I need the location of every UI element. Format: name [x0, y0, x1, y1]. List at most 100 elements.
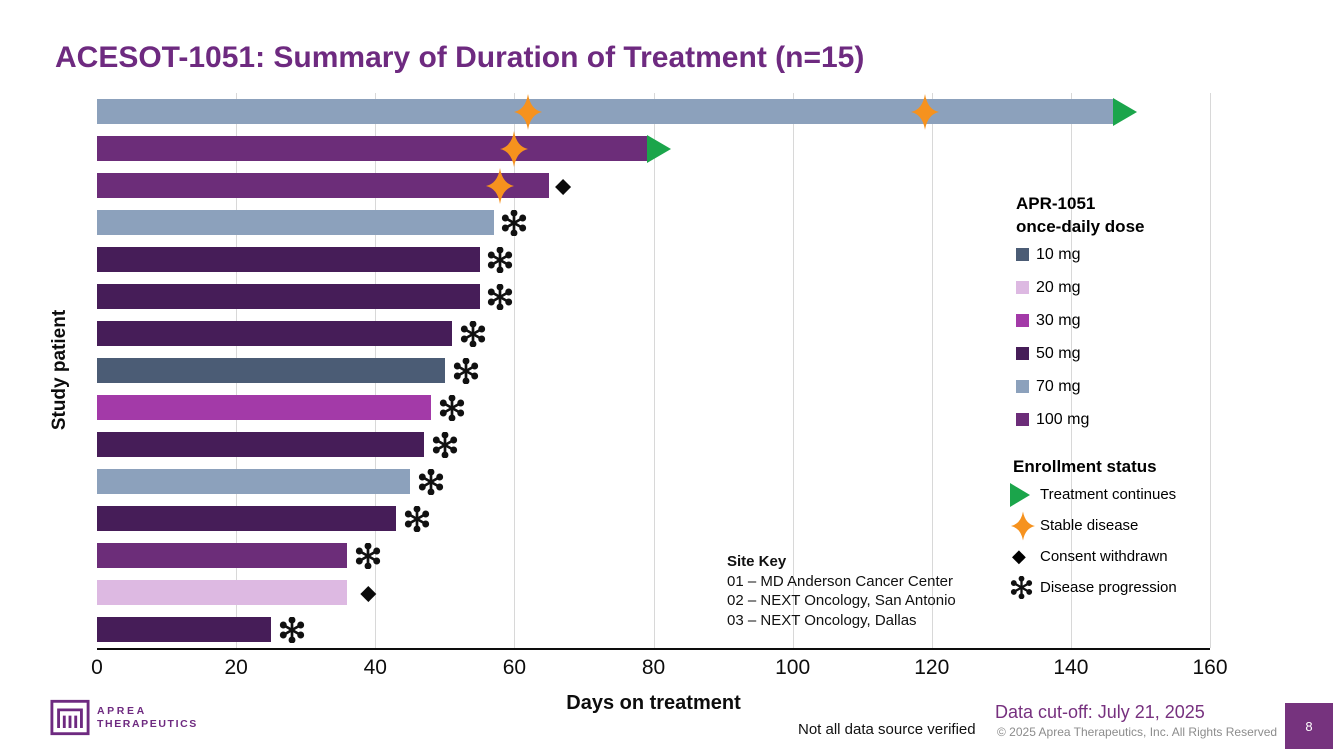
dose-item-label: 70 mg — [1036, 377, 1081, 395]
dose-swatch-icon — [1016, 347, 1029, 360]
dose-item-label: 30 mg — [1036, 311, 1081, 329]
gridline-60 — [514, 93, 516, 648]
footer-note: Not all data source verified — [798, 721, 976, 738]
bar-patient-2 — [97, 136, 647, 161]
plot-area: ◆ ◆ — [97, 93, 1211, 650]
bar-patient-10 — [97, 432, 424, 457]
data-cutoff: Data cut-off: July 21, 2025 — [995, 702, 1205, 722]
gridline-80 — [653, 93, 655, 648]
y-axis-label: Study patient — [49, 309, 70, 431]
bar-patient-1 — [97, 99, 1113, 124]
dose-legend-item-100mg: 100 mg — [1016, 403, 1316, 436]
marker-disease-progression — [487, 283, 513, 310]
status-item-treatment-continues: Treatment continues — [1010, 479, 1325, 510]
bar-patient-9 — [97, 395, 431, 420]
marker-disease-progression — [453, 357, 479, 384]
marker-disease-progression — [355, 542, 381, 569]
dose-legend-item-30mg: 30 mg — [1016, 304, 1316, 337]
x-tick-60: 60 — [502, 656, 527, 679]
dose-swatch-icon — [1016, 380, 1029, 393]
dose-item-label: 50 mg — [1036, 344, 1081, 362]
status-legend: Enrollment status Treatment continues St… — [1010, 455, 1325, 603]
logo-line2: THERAPEUTICS — [97, 717, 198, 730]
x-tick-160: 160 — [1192, 656, 1228, 679]
page-title: ACESOT-1051: Summary of Duration of Trea… — [55, 41, 865, 74]
status-item-label: Treatment continues — [1040, 486, 1177, 503]
bar-patient-15 — [97, 617, 271, 642]
marker-disease-progression — [404, 505, 430, 532]
marker-stable-disease — [910, 93, 940, 131]
dose-legend-title-line1: APR-1051 — [1016, 194, 1096, 213]
bar-patient-5 — [97, 247, 480, 272]
dose-swatch-icon — [1016, 281, 1029, 294]
site-key-title: Site Key — [727, 553, 787, 570]
x-tick-100: 100 — [775, 656, 811, 679]
bar-patient-7 — [97, 321, 452, 346]
status-item-consent-withdrawn: ◆ Consent withdrawn — [1010, 541, 1325, 572]
marker-consent-withdrawn: ◆ — [360, 580, 377, 604]
status-item-stable-disease: Stable disease — [1010, 510, 1325, 541]
page-number-badge: 8 — [1285, 703, 1333, 749]
dose-legend-item-70mg: 70 mg — [1016, 370, 1316, 403]
status-item-label: Consent withdrawn — [1040, 548, 1168, 565]
dose-legend-item-50mg: 50 mg — [1016, 337, 1316, 370]
status-item-label: Disease progression — [1040, 579, 1177, 596]
bar-patient-11 — [97, 469, 411, 494]
bar-patient-12 — [97, 506, 397, 531]
status-item-disease-progression: Disease progression — [1010, 572, 1325, 603]
bar-patient-3 — [97, 173, 550, 198]
marker-treatment-continues — [646, 134, 671, 163]
gridline-120 — [931, 93, 933, 648]
dose-legend: APR-1051 once-daily dose 10 mg 20 mg 30 … — [1016, 192, 1316, 436]
site-key: Site Key 01 – MD Anderson Cancer Center … — [727, 552, 956, 630]
x-tick-0: 0 — [91, 656, 103, 679]
x-tick-80: 80 — [641, 656, 666, 679]
bar-patient-8 — [97, 358, 445, 383]
copyright: © 2025 Aprea Therapeutics, Inc. All Righ… — [997, 725, 1278, 739]
marker-disease-progression — [279, 616, 305, 643]
dose-swatch-icon — [1016, 413, 1029, 426]
gridline-140 — [1070, 93, 1072, 648]
gridline-100 — [792, 93, 794, 648]
disease-progression-asterisk-icon — [1010, 576, 1040, 599]
dose-swatch-icon — [1016, 248, 1029, 261]
aprea-logo-icon — [50, 699, 90, 736]
marker-treatment-continues — [1112, 97, 1137, 126]
site-key-line: 03 – NEXT Oncology, Dallas — [727, 611, 917, 629]
aprea-logo: APREA THERAPEUTICS — [50, 699, 198, 736]
bar-patient-6 — [97, 284, 480, 309]
bar-patient-14 — [97, 580, 348, 605]
marker-disease-progression — [460, 320, 486, 347]
site-key-line: 02 – NEXT Oncology, San Antonio — [727, 592, 956, 609]
treatment-continues-arrow-icon — [1010, 482, 1040, 507]
x-tick-20: 20 — [224, 656, 248, 679]
dose-legend-item-20mg: 20 mg — [1016, 271, 1316, 304]
marker-disease-progression — [418, 468, 444, 495]
marker-stable-disease — [485, 167, 515, 205]
x-axis-ticks: 0 20 40 60 80 100 120 140 160 — [91, 656, 1227, 682]
x-tick-40: 40 — [363, 656, 387, 679]
bar-patient-4 — [97, 210, 494, 235]
x-tick-120: 120 — [914, 656, 950, 679]
gridline-160 — [1210, 93, 1211, 648]
logo-line1: APREA — [97, 704, 147, 717]
x-axis-label: Days on treatment — [566, 692, 741, 714]
aprea-logo-text: APREA THERAPEUTICS — [97, 705, 198, 731]
stable-disease-star-icon — [1010, 511, 1040, 541]
marker-stable-disease — [499, 130, 529, 168]
dose-item-label: 100 mg — [1036, 410, 1090, 428]
marker-stable-disease — [513, 93, 543, 131]
dose-swatch-icon — [1016, 314, 1029, 327]
dose-item-label: 10 mg — [1036, 245, 1081, 263]
marker-consent-withdrawn: ◆ — [554, 173, 572, 197]
dose-item-label: 20 mg — [1036, 278, 1081, 296]
marker-disease-progression — [439, 394, 465, 421]
marker-disease-progression — [501, 209, 527, 236]
consent-withdrawn-diamond-icon: ◆ — [1012, 545, 1026, 567]
marker-disease-progression — [432, 431, 458, 458]
dose-legend-title-line2: once-daily dose — [1016, 217, 1145, 236]
dose-legend-item-10mg: 10 mg — [1016, 238, 1316, 271]
site-key-line: 01 – MD Anderson Cancer Center — [727, 572, 953, 590]
status-legend-title: Enrollment status — [1013, 457, 1157, 476]
